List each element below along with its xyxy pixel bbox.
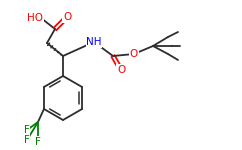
Text: O: O [63,12,71,22]
Text: O: O [117,65,125,75]
Text: F: F [24,135,30,145]
Text: O: O [130,49,138,59]
Text: F: F [24,125,30,135]
Text: NH: NH [86,37,102,47]
Text: HO: HO [27,13,43,23]
Text: F: F [35,137,41,147]
